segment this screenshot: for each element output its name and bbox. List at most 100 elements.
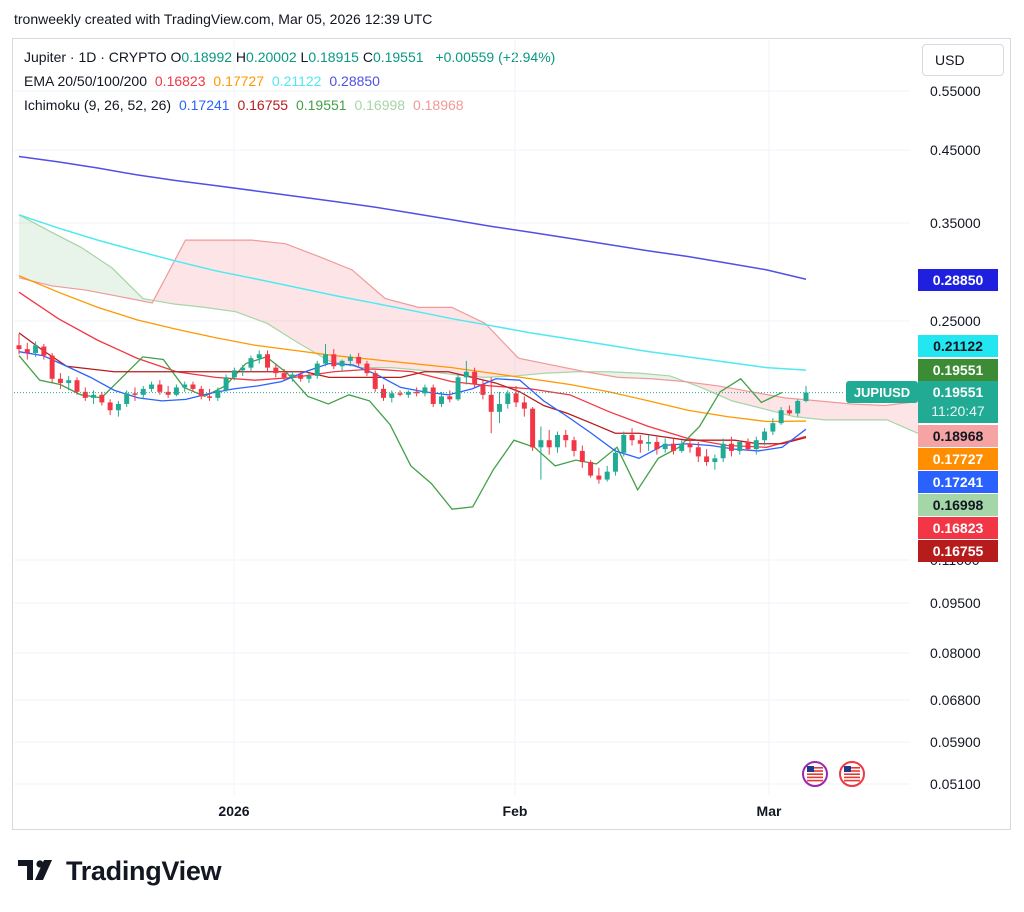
legend-ema-value: 0.21122 — [268, 73, 322, 89]
ichimoku-cloud-segment — [292, 246, 295, 341]
ichimoku-cloud-segment — [322, 257, 325, 359]
price-label-text: 0.28850 — [933, 272, 984, 288]
ichimoku-cloud-segment — [628, 372, 631, 378]
candle-body — [670, 443, 676, 451]
legend-ema-value: 0.28850 — [325, 73, 380, 89]
ichimoku-cloud-segment — [823, 401, 826, 420]
candle-body — [521, 402, 527, 409]
candle-body — [480, 384, 486, 395]
ichimoku-cloud-segment — [298, 248, 301, 345]
ichimoku-cloud-segment — [49, 230, 52, 286]
ichimoku-cloud-segment — [559, 366, 562, 373]
candle-body — [231, 370, 237, 378]
ichimoku-cloud-segment — [547, 363, 550, 374]
ichimoku-cloud-segment — [415, 306, 418, 371]
ichimoku-cloud-segment — [613, 371, 616, 377]
ichimoku-cloud-segment — [229, 240, 232, 312]
ichimoku-cloud-segment — [379, 293, 382, 368]
ichimoku-cloud-segment — [25, 218, 28, 280]
candle-body — [190, 384, 196, 389]
ichimoku-cloud-segment — [481, 321, 484, 378]
ichimoku-cloud-segment — [817, 400, 820, 420]
candle-body — [728, 443, 734, 451]
ichimoku-cloud-segment — [607, 371, 610, 376]
ichimoku-cloud-segment — [562, 367, 565, 373]
ichimoku-cloud-segment — [136, 291, 139, 301]
ichimoku-cloud-segment — [466, 314, 469, 376]
ichimoku-cloud-segment — [382, 295, 385, 368]
ichimoku-cloud-segment — [403, 303, 406, 369]
ichimoku-cloud-segment — [490, 328, 493, 378]
ichimoku-cloud-segment — [253, 240, 256, 320]
us-flag-canton — [807, 766, 814, 772]
us-flag-stripe — [807, 770, 823, 772]
ichimoku-cloud-segment — [283, 243, 286, 336]
chart-frame[interactable] — [12, 38, 1011, 830]
ichimoku-cloud-segment — [469, 315, 472, 377]
ichimoku-cloud-segment — [67, 240, 70, 289]
candle-body — [331, 354, 337, 367]
ichimoku-cloud-segment — [622, 372, 625, 378]
ichimoku-cloud-segment — [643, 373, 646, 379]
candle-body — [745, 441, 751, 450]
ichimoku-cloud-segment — [661, 375, 664, 380]
legend-ema-values: 0.16823 0.17727 0.21122 0.28850 — [151, 73, 380, 89]
tradingview-wordmark: TradingView — [66, 856, 222, 886]
ema-20-line — [18, 291, 807, 448]
candle-body — [240, 367, 246, 371]
ichimoku-cloud-segment — [826, 401, 829, 420]
candle-body — [57, 378, 63, 384]
price-axis-tick: 0.45000 — [930, 142, 981, 158]
legend-change: +0.00559 (+2.94%) — [435, 49, 556, 65]
ichimoku-cloud-segment — [418, 307, 421, 371]
ichimoku-cloud-segment — [106, 263, 109, 295]
ichimoku-cloud-segment — [715, 385, 718, 395]
ichimoku-cloud-segment — [766, 394, 769, 411]
ichimoku-cloud-segment — [232, 240, 235, 312]
us-flag-stripe — [844, 770, 860, 772]
candle-body — [803, 392, 809, 402]
ichimoku-cloud-segment — [214, 240, 217, 310]
legend-ema-value: 0.16823 — [154, 73, 206, 89]
price-axis-tick: 0.05100 — [930, 776, 981, 792]
candle-body — [107, 402, 113, 411]
ichimoku-cloud-segment — [838, 402, 841, 420]
kijun-sen-line — [18, 332, 807, 445]
ichimoku-cloud-segment — [913, 401, 916, 433]
ichimoku-cloud-segment — [130, 285, 133, 300]
ichimoku-cloud-segment — [100, 259, 103, 294]
ticker-badge-countdown: 11:20:47 — [931, 403, 985, 419]
us-flag-stripe — [807, 776, 823, 779]
ichimoku-cloud-segment — [886, 404, 889, 421]
ichimoku-cloud-segment — [343, 266, 346, 365]
ichimoku-cloud-segment — [82, 247, 85, 291]
ichimoku-cloud-segment — [895, 403, 898, 425]
ichimoku-cloud-segment — [346, 267, 349, 366]
currency-button[interactable]: USD — [922, 44, 1004, 76]
ichimoku-cloud-segment — [733, 388, 736, 402]
ichimoku-cloud-segment — [538, 362, 541, 374]
candle-body — [463, 371, 469, 378]
ichimoku-cloud-segment — [844, 403, 847, 420]
candle-body — [389, 393, 395, 398]
ichimoku-cloud-segment — [76, 244, 79, 290]
ichimoku-cloud-segment — [187, 240, 190, 306]
ichimoku-cloud-segment — [94, 255, 97, 293]
candle-body — [381, 388, 386, 398]
candle-body — [588, 462, 594, 476]
us-flag-stripe — [844, 767, 860, 769]
ichimoku-cloud-segment — [625, 372, 628, 378]
candle-body — [372, 373, 378, 389]
ichimoku-cloud-segment — [289, 245, 292, 339]
ichimoku-cloud-segment — [205, 240, 208, 308]
candle-body — [248, 358, 254, 368]
candle-body — [554, 434, 560, 448]
ichimoku-cloud-segment — [358, 275, 361, 368]
ichimoku-cloud-segment — [124, 279, 127, 299]
ichimoku-cloud-segment — [898, 403, 901, 426]
candle-body — [430, 387, 436, 404]
ichimoku-cloud-segment — [334, 262, 337, 363]
ichimoku-cloud-segment — [223, 240, 226, 311]
ichimoku-cloud-segment — [238, 240, 241, 314]
